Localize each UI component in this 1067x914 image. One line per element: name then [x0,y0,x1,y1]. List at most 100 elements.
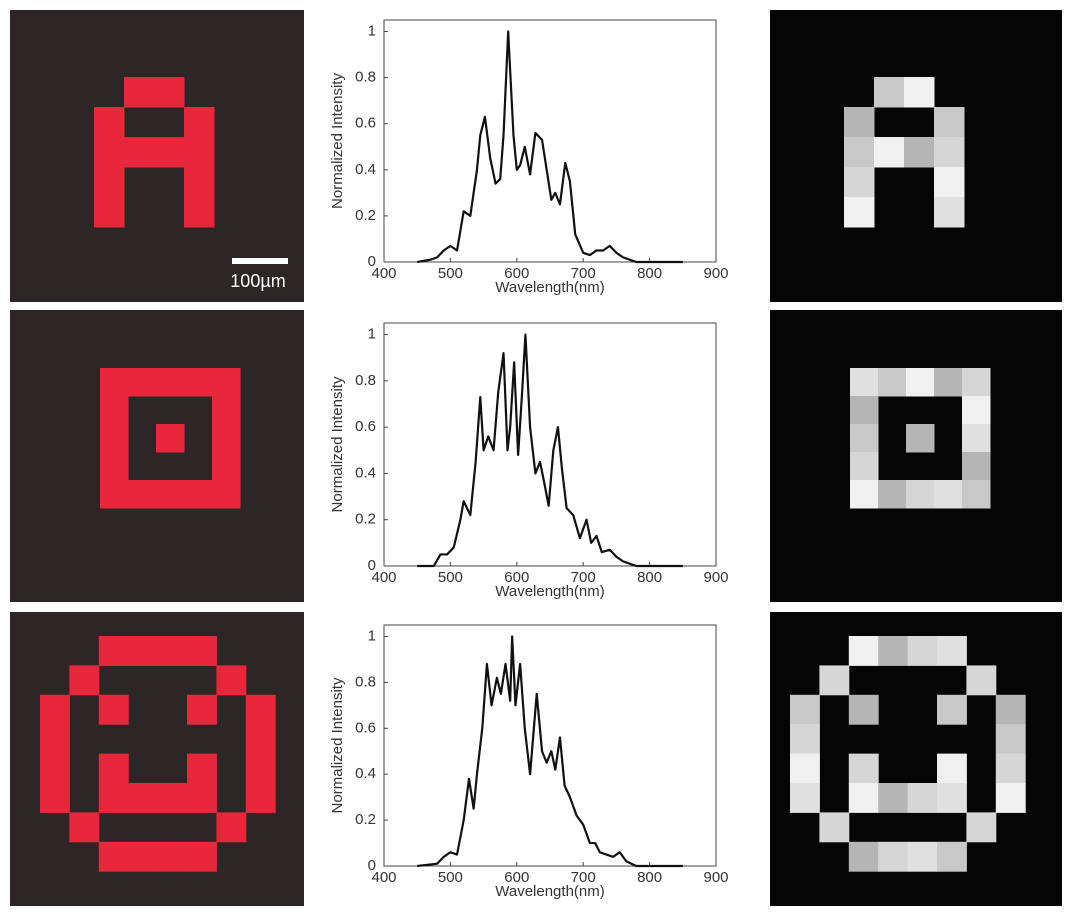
recon-pixel [906,480,935,509]
recon-pixel [937,636,967,666]
photo-pixel [100,480,129,509]
x-axis-label: Wavelength(nm) [495,279,604,296]
photo-pixel [100,396,129,425]
scale-label: 100µm [230,271,285,291]
photo-pixel [124,77,155,108]
photo-pixel [187,694,217,725]
x-tick-label: 800 [637,569,662,586]
photo-pixel [100,424,129,453]
photo-pixel [40,783,70,813]
recon-pixel [844,107,875,138]
photo-pixel [216,812,247,843]
y-tick-label: 0.2 [355,811,376,828]
photo-pixel [245,724,276,755]
photo-pixel [187,753,217,784]
spectrum-line [417,635,683,868]
photo-pixel [128,636,159,666]
photo-pixel [154,77,185,108]
photo-pixel [69,665,100,696]
recon-pixel [937,694,967,725]
recon-pixel [848,783,879,813]
photo-pixel [100,452,129,481]
photo-pixel [187,841,217,872]
recon-pixel [907,783,938,813]
x-tick-label: 900 [703,569,728,586]
photo-pixel [156,424,185,453]
photo-pixel [128,841,159,872]
y-tick-label: 0.8 [355,69,376,86]
photo-pixel [245,694,276,725]
x-tick-label: 400 [371,869,396,886]
recon-pixel [850,396,879,425]
y-tick-label: 0.2 [355,207,376,224]
recon-pixel [962,424,991,453]
photo-pixel [216,665,247,696]
x-tick-label: 700 [571,265,596,282]
y-tick-label: 0 [368,557,376,574]
recon-pixel [844,137,875,168]
photo-pixel [100,368,129,397]
y-tick-label: 0.2 [355,511,376,528]
photo-pixel [245,753,276,784]
photo-pixel [98,694,129,725]
recon-pixel [878,783,909,813]
photo-pixel [69,812,100,843]
photo [10,310,304,602]
recon-pixel [878,636,909,666]
images [10,10,1062,906]
photo-pixel [245,783,276,813]
recon-pixel [844,167,875,198]
recon-pixel [874,77,905,108]
y-tick-label: 0.4 [355,765,376,782]
y-tick-label: 1 [368,22,376,39]
photo-pixel [212,424,241,453]
x-tick-label: 400 [371,569,396,586]
y-tick-label: 0.4 [355,161,376,178]
photo-pixel [184,137,215,168]
photo-pixel [187,783,217,813]
photo-pixel [98,783,129,813]
recon-pixel [962,452,991,481]
recon-pixel [848,753,879,784]
recon-pixel [848,841,879,872]
x-tick-label: 800 [637,265,662,282]
recon-pixel [995,694,1026,725]
recon-pixel [937,753,967,784]
photo-pixel [128,480,157,509]
y-tick-label: 0.4 [355,464,376,481]
scale-bar [232,258,288,264]
recon-pixel [934,107,965,138]
y-axis-label: Normalized Intensity [329,376,346,512]
recon-pixel [907,636,938,666]
x-tick-label: 600 [504,869,529,886]
x-tick-label: 400 [371,265,396,282]
recon-pixel [962,396,991,425]
recon-pixel [790,694,820,725]
reconstruction [770,310,1062,602]
recon-pixel [848,694,879,725]
recon-pixel [904,77,935,108]
x-tick-label: 500 [438,569,463,586]
recon-pixel [937,841,967,872]
y-axis-label: Normalized Intensity [329,677,346,813]
x-tick-label: 800 [637,869,662,886]
recon-pixel [995,753,1026,784]
recon-pixel [819,812,850,843]
photo-pixel [98,841,129,872]
x-tick-label: 700 [571,569,596,586]
recon-pixel [790,783,820,813]
x-axis-label: Wavelength(nm) [495,583,604,600]
x-axis-label: Wavelength(nm) [495,883,604,900]
photo-pixel [124,137,155,168]
photo-pixel [184,368,213,397]
photo-pixel [94,167,125,198]
recon-pixel [934,167,965,198]
photo-pixel [40,753,70,784]
x-tick-label: 900 [703,869,728,886]
y-tick-label: 1 [368,627,376,644]
x-tick-label: 900 [703,265,728,282]
recon-pixel [850,368,879,397]
x-tick-label: 600 [504,265,529,282]
photo-pixel [98,753,129,784]
